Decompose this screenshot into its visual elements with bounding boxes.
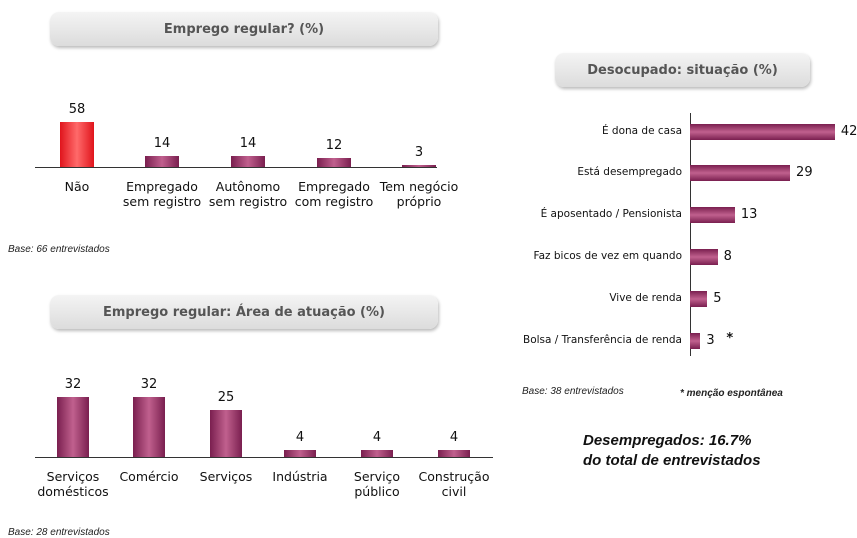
base-note: Base: 66 entrevistados bbox=[8, 244, 110, 255]
bar bbox=[438, 449, 470, 457]
bar bbox=[210, 410, 242, 457]
value-label: 4 bbox=[449, 429, 459, 445]
chart-title: Desocupado: situação (%) bbox=[555, 53, 810, 87]
summary-line: Desempregados: 16.7% bbox=[583, 432, 752, 449]
y-tick-label: É dona de casa bbox=[601, 125, 682, 137]
value-label: 3 bbox=[706, 333, 715, 348]
marker: * bbox=[726, 331, 734, 346]
y-tick-label: Faz bicos de vez em quando bbox=[533, 250, 682, 262]
value-label: 32 bbox=[64, 377, 82, 393]
x-tick-label: Serviços bbox=[199, 469, 253, 484]
x-tick-label: Construção civil bbox=[418, 469, 490, 499]
value-label: 29 bbox=[796, 165, 813, 180]
x-tick-label: Tem negócio próprio bbox=[379, 179, 459, 209]
chart-title: Emprego regular? (%) bbox=[50, 12, 438, 46]
value-label: 13 bbox=[740, 207, 758, 222]
value-label: 32 bbox=[140, 377, 158, 393]
value-label: 4 bbox=[372, 429, 382, 445]
bar bbox=[57, 397, 89, 457]
value-label: 14 bbox=[153, 136, 171, 152]
value-label: 58 bbox=[68, 101, 86, 117]
x-tick-label: Indústria bbox=[272, 469, 328, 484]
bar bbox=[690, 165, 791, 181]
bar bbox=[690, 333, 701, 349]
x-tick-label: Empregado sem registro bbox=[122, 179, 202, 209]
value-label: 42 bbox=[840, 124, 857, 139]
bar bbox=[361, 449, 393, 457]
x-tick-label: Empregado com registro bbox=[294, 179, 374, 209]
base-note: Base: 28 entrevistados bbox=[8, 527, 110, 538]
y-tick-label: É aposentado / Pensionista bbox=[540, 208, 682, 220]
bar bbox=[690, 207, 735, 223]
baseline bbox=[35, 457, 493, 458]
bar bbox=[317, 157, 351, 167]
value-label: 14 bbox=[239, 136, 257, 152]
x-tick-label: Serviço público bbox=[353, 469, 401, 499]
bar bbox=[402, 164, 436, 167]
axis-line bbox=[690, 113, 691, 356]
value-label: 12 bbox=[325, 137, 343, 153]
base-note: Base: 38 entrevistados bbox=[522, 386, 624, 397]
bar bbox=[690, 291, 708, 307]
bar bbox=[690, 249, 718, 265]
value-label: 4 bbox=[295, 429, 305, 445]
x-tick-label: Serviços domésticos bbox=[37, 469, 109, 499]
y-tick-label: Está desempregado bbox=[577, 166, 682, 178]
summary-line: do total de entrevistados bbox=[583, 452, 761, 469]
value-label: 5 bbox=[713, 291, 722, 306]
value-label: 3 bbox=[414, 144, 424, 160]
chart-title: Emprego regular: Área de atuação (%) bbox=[50, 295, 438, 329]
y-tick-label: Vive de renda bbox=[609, 292, 682, 304]
bar bbox=[145, 156, 179, 167]
bar bbox=[690, 124, 835, 140]
bar bbox=[133, 397, 165, 457]
x-tick-label: Autônomo sem registro bbox=[208, 179, 288, 209]
bar bbox=[231, 156, 265, 167]
value-label: 25 bbox=[217, 390, 235, 406]
value-label: 8 bbox=[723, 249, 732, 264]
bar bbox=[284, 449, 316, 457]
baseline bbox=[35, 167, 437, 168]
y-tick-label: Bolsa / Transferência de renda bbox=[523, 334, 682, 346]
footnote: * menção espontânea bbox=[680, 388, 783, 399]
x-tick-label: Não bbox=[64, 179, 90, 194]
x-tick-label: Comércio bbox=[119, 469, 179, 484]
bar bbox=[60, 121, 94, 167]
